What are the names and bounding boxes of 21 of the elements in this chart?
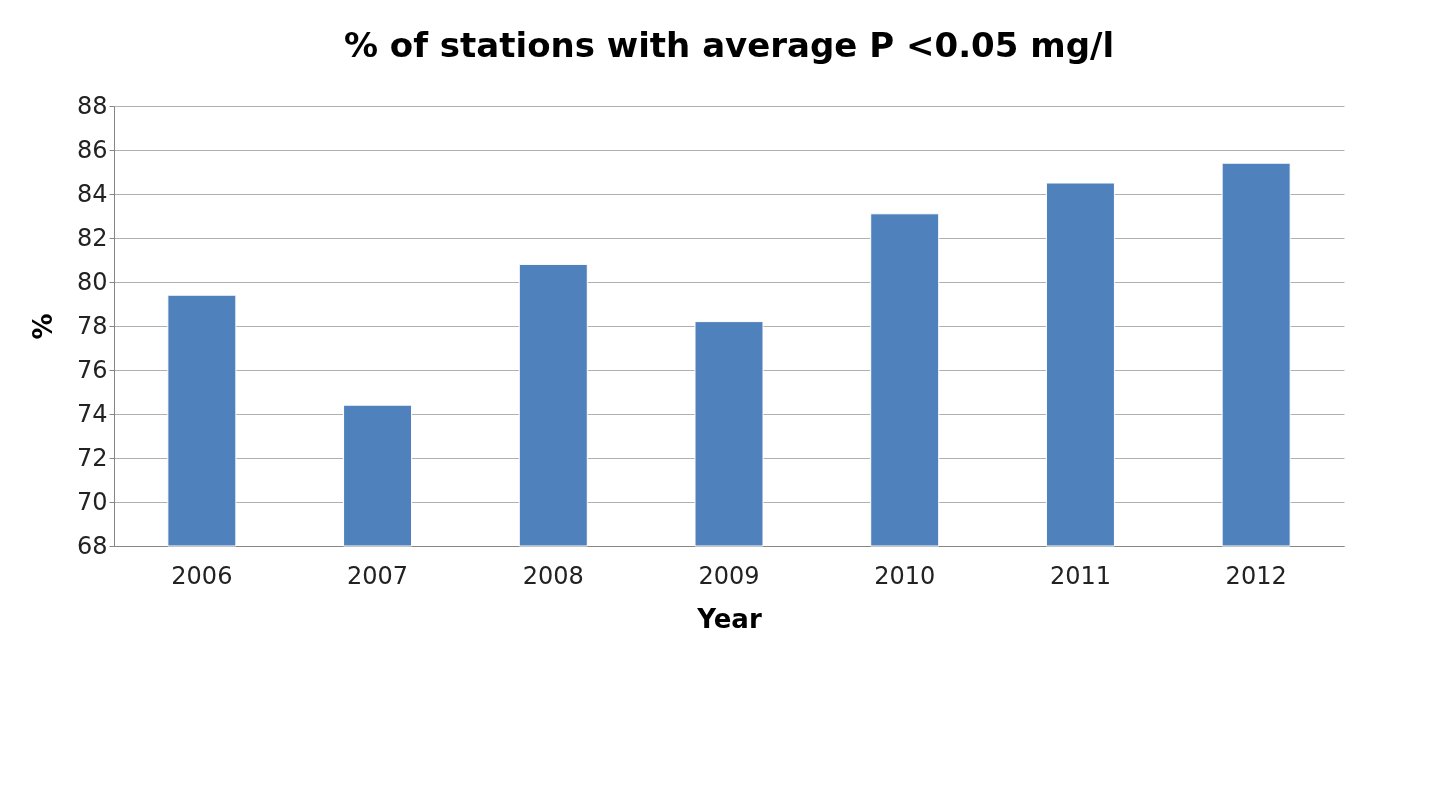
y-tick-label: 76 — [76, 355, 108, 384]
y-tick-label: 78 — [76, 311, 108, 340]
chart-title: % of stations with average P <0.05 mg/l — [343, 25, 1115, 65]
x-tick-label: 2009 — [698, 561, 760, 590]
x-tick-label: 2010 — [874, 561, 936, 590]
y-tick-label: 84 — [76, 179, 108, 208]
y-axis-title: % — [27, 313, 58, 340]
x-axis-title: Year — [696, 603, 762, 634]
y-tick-label: 88 — [76, 91, 108, 120]
x-tick-label: 2006 — [171, 561, 233, 590]
y-tick-label: 70 — [76, 487, 108, 516]
y-tick-label: 68 — [76, 531, 108, 560]
y-tick-label: 86 — [76, 135, 108, 164]
x-tick-label: 2007 — [347, 561, 409, 590]
x-tick-label: 2011 — [1049, 561, 1111, 590]
y-tick-label: 74 — [76, 399, 108, 428]
x-tick-label: 2012 — [1225, 561, 1287, 590]
x-tick-label: 2008 — [522, 561, 584, 590]
y-tick-label: 72 — [76, 443, 108, 472]
y-tick-label: 80 — [76, 267, 108, 296]
y-tick-label: 82 — [76, 223, 108, 252]
